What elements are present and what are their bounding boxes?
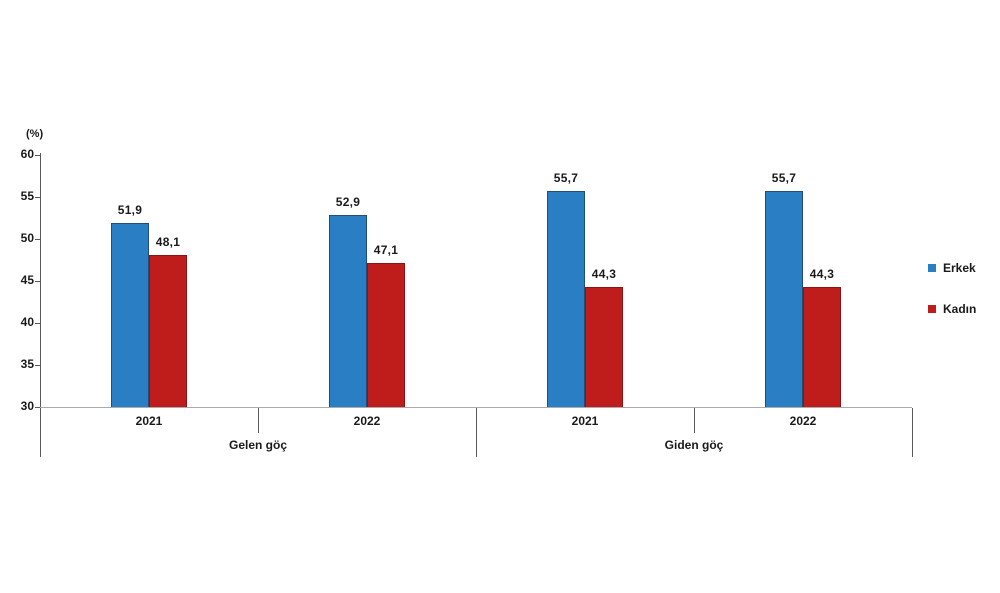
legend-label: Kadın xyxy=(943,302,977,316)
x-group-label-giden-goc: Giden göç xyxy=(664,438,724,452)
x-category-label-gelen-goc-2022: 2022 xyxy=(353,414,381,428)
value-label-erkek-gelen-goc-2022: 52,9 xyxy=(335,194,361,209)
y-tick-mark xyxy=(35,365,40,366)
y-axis-unit-label: (%) xyxy=(26,128,44,140)
bar-kadin-giden-goc-2022 xyxy=(803,286,841,407)
y-tick-mark xyxy=(35,323,40,324)
y-tick-mark xyxy=(35,407,40,408)
value-label-erkek-giden-goc-2021: 55,7 xyxy=(553,171,579,186)
y-tick-label: 50 xyxy=(20,231,34,245)
group-separator xyxy=(476,408,477,457)
y-tick-label: 55 xyxy=(20,189,34,203)
value-label-kadin-giden-goc-2022: 44,3 xyxy=(809,266,835,281)
value-label-erkek-gelen-goc-2021: 51,9 xyxy=(117,203,143,218)
legend-item-kadin: Kadın xyxy=(928,302,976,316)
y-tick-mark xyxy=(35,281,40,282)
y-tick-label: 45 xyxy=(20,273,34,287)
y-tick-label: 60 xyxy=(20,147,34,161)
bar-kadin-giden-goc-2021 xyxy=(585,286,623,407)
year-separator xyxy=(258,408,259,433)
x-group-label-gelen-goc: Gelen göç xyxy=(228,438,287,452)
y-tick-label: 35 xyxy=(20,357,34,371)
value-label-kadin-giden-goc-2021: 44,3 xyxy=(591,266,617,281)
x-axis-baseline xyxy=(40,407,912,408)
legend-marker-erkek xyxy=(928,264,936,272)
bar-erkek-gelen-goc-2022 xyxy=(329,214,367,407)
legend-item-erkek: Erkek xyxy=(928,261,976,275)
legend-marker-kadin xyxy=(928,305,936,313)
y-tick-label: 40 xyxy=(20,315,34,329)
y-tick-mark xyxy=(35,239,40,240)
value-label-erkek-giden-goc-2022: 55,7 xyxy=(771,171,797,186)
x-category-label-giden-goc-2021: 2021 xyxy=(571,414,599,428)
bar-erkek-giden-goc-2021 xyxy=(547,191,585,407)
y-tick-mark xyxy=(35,155,40,156)
year-separator xyxy=(694,408,695,433)
legend-label: Erkek xyxy=(943,261,976,275)
y-axis-line xyxy=(40,153,41,457)
bar-kadin-gelen-goc-2022 xyxy=(367,263,405,407)
bar-kadin-gelen-goc-2021 xyxy=(149,254,187,407)
y-tick-mark xyxy=(35,197,40,198)
value-label-kadin-gelen-goc-2021: 48,1 xyxy=(155,234,181,249)
legend: Erkek Kadın xyxy=(928,261,976,316)
x-category-label-giden-goc-2022: 2022 xyxy=(789,414,817,428)
x-category-label-gelen-goc-2021: 2021 xyxy=(135,414,163,428)
bar-erkek-gelen-goc-2021 xyxy=(111,223,149,407)
bar-erkek-giden-goc-2022 xyxy=(765,191,803,407)
group-separator xyxy=(912,408,913,457)
value-label-kadin-gelen-goc-2022: 47,1 xyxy=(373,243,399,258)
y-tick-label: 30 xyxy=(20,399,34,413)
